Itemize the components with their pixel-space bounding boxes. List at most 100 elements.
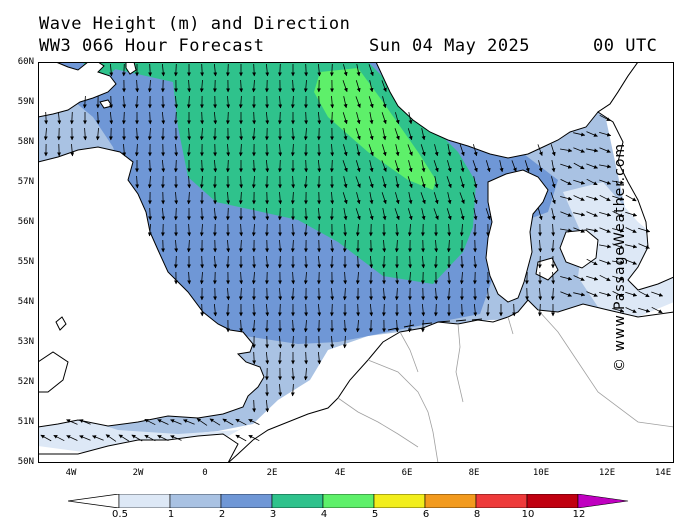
direction-arrow — [252, 207, 257, 221]
direction-arrow — [586, 275, 599, 281]
direction-arrow — [278, 335, 283, 349]
direction-arrow — [161, 207, 166, 221]
direction-arrow — [251, 175, 256, 189]
direction-arrow — [369, 208, 374, 221]
direction-arrow — [599, 114, 611, 122]
direction-arrow — [472, 192, 478, 205]
direction-arrow — [612, 260, 625, 265]
direction-arrow — [573, 132, 586, 137]
direction-arrow — [573, 275, 585, 281]
direction-arrow — [459, 144, 465, 157]
direction-arrow — [66, 419, 78, 425]
direction-arrow — [551, 160, 556, 173]
direction-arrow — [355, 80, 361, 93]
direction-arrow — [144, 418, 156, 426]
direction-arrow — [407, 271, 412, 285]
direction-arrow — [239, 175, 244, 189]
direction-arrow — [599, 132, 612, 137]
direction-arrow — [187, 271, 192, 285]
direction-arrow — [147, 79, 152, 93]
direction-arrow — [551, 271, 556, 285]
direction-arrow — [447, 160, 452, 173]
direction-arrow — [200, 159, 205, 173]
direction-arrow — [170, 419, 182, 425]
direction-arrow — [278, 383, 283, 397]
direction-arrow — [433, 192, 439, 205]
direction-arrow — [512, 303, 517, 317]
direction-arrow — [625, 194, 637, 202]
direction-arrow — [573, 162, 585, 170]
direction-arrow — [368, 64, 374, 77]
direction-arrow — [186, 239, 191, 253]
direction-arrow — [200, 63, 205, 77]
direction-arrow — [235, 434, 247, 442]
direction-arrow — [278, 287, 283, 301]
direction-arrow — [329, 63, 334, 77]
direction-arrow — [248, 419, 260, 425]
direction-arrow — [135, 127, 140, 141]
direction-arrow — [407, 208, 413, 221]
direction-arrow — [317, 159, 322, 173]
direction-arrow — [291, 367, 296, 381]
direction-arrow — [317, 255, 322, 269]
direction-arrow — [342, 239, 347, 253]
land-denmark — [485, 169, 549, 303]
direction-arrow — [186, 95, 191, 109]
direction-arrow — [252, 399, 257, 413]
direction-arrow — [638, 243, 650, 249]
direction-arrow — [304, 351, 309, 365]
direction-arrow — [381, 192, 387, 205]
direction-arrow — [330, 95, 335, 109]
direction-arrow — [433, 255, 438, 269]
direction-arrow — [382, 96, 387, 109]
direction-arrow — [382, 208, 387, 221]
direction-arrow — [187, 127, 192, 141]
direction-arrow — [625, 244, 638, 249]
direction-arrow — [586, 258, 598, 266]
direction-arrow — [355, 271, 360, 285]
direction-arrow — [174, 239, 179, 253]
direction-arrow — [421, 176, 426, 189]
direction-arrow — [342, 112, 348, 125]
direction-arrow — [174, 95, 179, 109]
direction-arrow — [395, 144, 400, 157]
direction-arrow — [278, 191, 283, 205]
direction-arrow — [209, 418, 221, 426]
direction-arrow — [355, 208, 361, 221]
direction-arrow — [69, 111, 74, 125]
direction-arrow — [369, 112, 374, 125]
direction-arrow — [265, 207, 270, 221]
direction-arrow — [121, 111, 126, 125]
land-frisian-islands — [387, 318, 483, 331]
direction-arrow — [329, 303, 334, 317]
direction-arrow — [460, 208, 465, 221]
direction-arrow — [355, 223, 360, 237]
direction-arrow — [118, 434, 130, 442]
direction-arrow — [238, 95, 243, 109]
direction-arrow — [420, 192, 426, 205]
direction-arrow — [226, 95, 231, 109]
direction-arrow — [511, 160, 517, 172]
direction-arrow — [407, 176, 413, 189]
direction-arrow — [252, 255, 257, 269]
direction-arrow — [199, 271, 204, 285]
direction-arrow — [433, 208, 439, 220]
direction-arrow — [161, 63, 166, 77]
direction-arrow — [395, 176, 400, 189]
direction-arrow — [447, 144, 452, 157]
legend-label: 10 — [521, 509, 535, 520]
legend-label: 6 — [422, 509, 430, 520]
legend-label: 1 — [167, 509, 175, 520]
direction-arrow — [147, 175, 152, 189]
legend-cell-max — [577, 494, 629, 508]
direction-arrow — [291, 319, 296, 333]
direction-arrow — [421, 208, 426, 221]
direction-arrow — [368, 144, 374, 157]
direction-arrow — [109, 111, 114, 125]
legend-cell — [322, 494, 375, 508]
direction-arrow — [538, 287, 543, 301]
direction-arrow — [239, 79, 244, 93]
direction-arrow — [343, 64, 348, 77]
direction-arrow — [586, 131, 598, 137]
direction-arrow — [651, 291, 664, 297]
